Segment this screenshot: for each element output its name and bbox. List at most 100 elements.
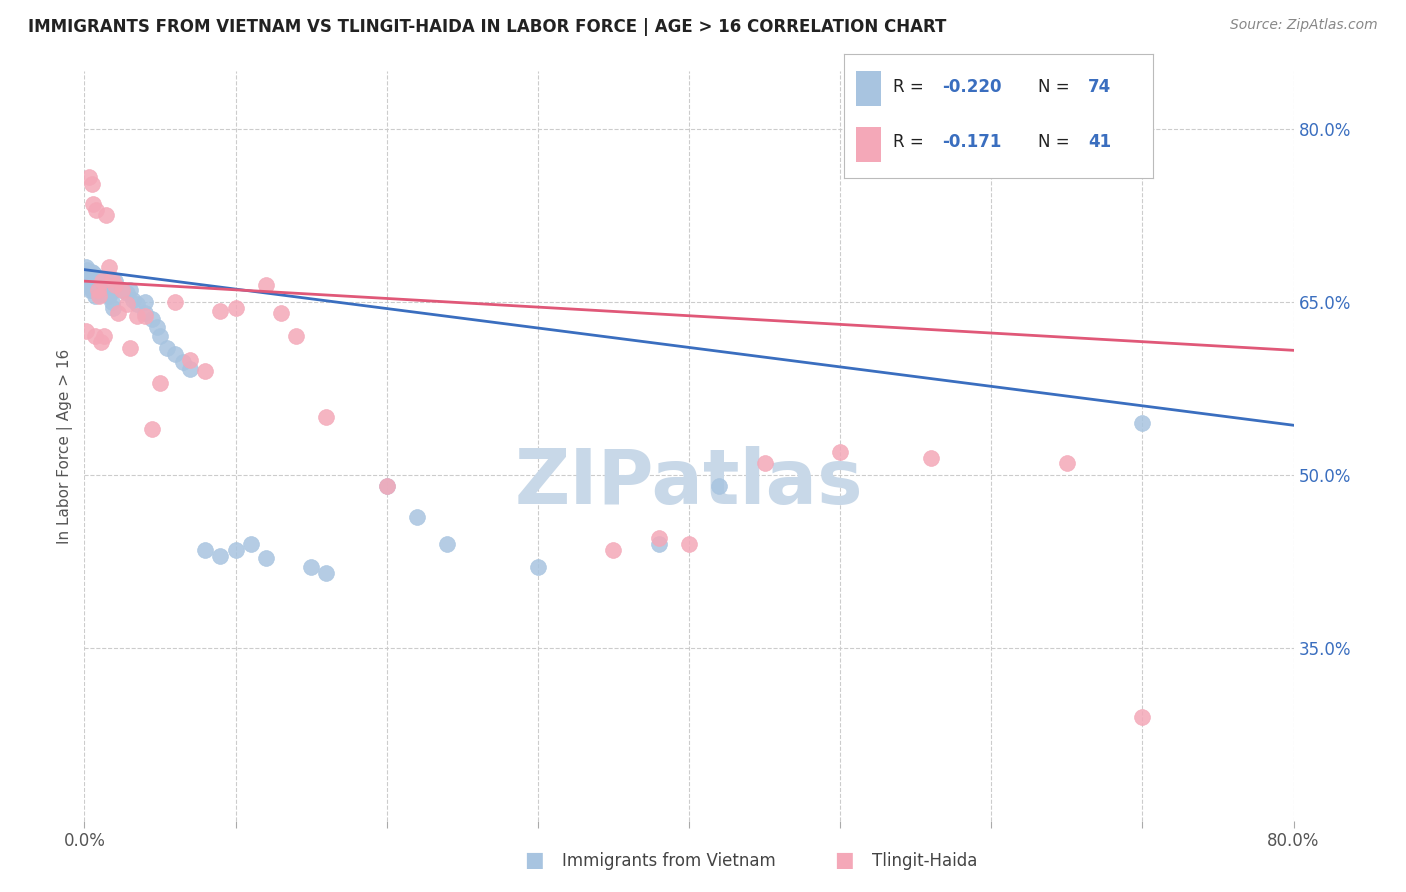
Y-axis label: In Labor Force | Age > 16: In Labor Force | Age > 16 [58,349,73,543]
Point [79,274,101,288]
Point [194,364,217,378]
Point [89,277,111,291]
Point [79,284,101,298]
Point [156,341,179,355]
Point [97,289,120,303]
Point [87,274,110,288]
Point [82,272,104,286]
Point [90,278,112,293]
Point [91,274,114,288]
Text: Source: ZipAtlas.com: Source: ZipAtlas.com [1230,18,1378,32]
Text: -0.220: -0.220 [942,78,1002,95]
Point [209,304,232,318]
Point [134,309,156,323]
Point [107,306,129,320]
Point [96,284,118,298]
Point [111,284,134,298]
Point [254,550,277,565]
Point [97,260,120,275]
Point [91,274,114,288]
Point [375,479,398,493]
Point [82,266,104,280]
Point [107,281,129,295]
Text: -0.171: -0.171 [942,133,1002,151]
Text: Tlingit-Haida: Tlingit-Haida [872,852,977,870]
Point [86,275,108,289]
Point [82,284,104,298]
Text: 41: 41 [1088,133,1111,151]
Point [299,560,322,574]
Point [179,361,201,376]
Point [93,329,115,343]
Point [94,209,117,223]
Point [76,262,98,277]
Point [709,479,731,493]
Point [149,329,172,343]
Point [79,269,101,284]
Point [194,542,217,557]
Point [118,284,141,298]
Point [146,320,169,334]
Point [648,537,671,551]
Point [111,284,134,298]
Text: ■: ■ [834,850,853,870]
Point [89,288,111,302]
Point [285,329,308,343]
Point [648,531,671,545]
Point [77,272,100,286]
Point [225,542,247,557]
Point [75,260,97,275]
Point [77,267,100,281]
Text: IMMIGRANTS FROM VIETNAM VS TLINGIT-HAIDA IN LABOR FORCE | AGE > 16 CORRELATION C: IMMIGRANTS FROM VIETNAM VS TLINGIT-HAIDA… [28,18,946,36]
Point [754,456,776,470]
Point [80,284,103,298]
Point [141,312,163,326]
Point [87,280,110,294]
Text: R =: R = [893,78,929,95]
Point [84,284,107,298]
Point [75,324,97,338]
Point [100,294,122,309]
Point [127,309,149,323]
Point [89,282,111,296]
Point [94,285,117,300]
Point [101,301,124,315]
Point [1056,456,1078,470]
Point [75,269,97,284]
Point [89,289,111,303]
Point [90,335,112,350]
Point [315,566,337,580]
Point [239,537,262,551]
Point [602,542,624,557]
Point [82,197,104,211]
Text: N =: N = [1039,78,1076,95]
Point [134,306,156,320]
Point [77,274,100,288]
Point [80,277,103,292]
Point [100,272,122,286]
Point [104,277,127,292]
Point [86,281,108,295]
Point [80,178,103,192]
Point [315,410,337,425]
Point [84,277,107,292]
Point [165,294,187,309]
Point [86,202,108,217]
Point [270,306,292,320]
Point [406,510,429,524]
Point [77,170,100,185]
Point [209,549,232,563]
Point [172,355,194,369]
Point [82,277,104,292]
Point [121,293,143,307]
Point [84,273,107,287]
Point [149,376,172,390]
Point [76,277,98,292]
Point [436,537,458,551]
Point [84,329,107,343]
Point [98,285,121,300]
Point [254,277,277,292]
Point [89,272,111,286]
Point [1130,710,1153,724]
Text: ■: ■ [524,850,544,870]
